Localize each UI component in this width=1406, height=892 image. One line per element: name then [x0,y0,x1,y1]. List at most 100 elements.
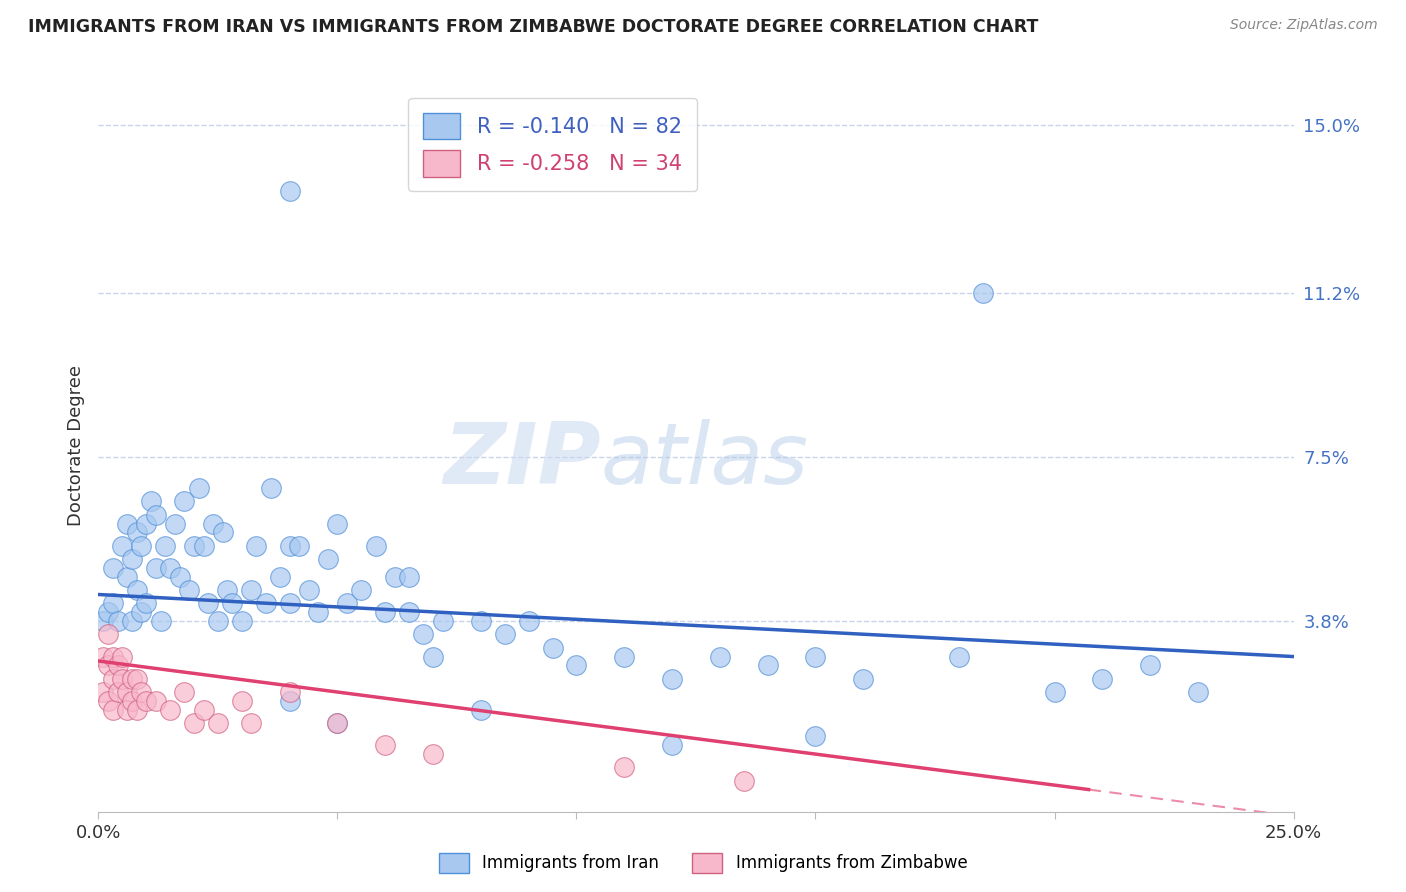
Point [107,658,129,673]
Point [422,649,444,664]
Point [115,516,138,531]
Point [517,614,540,628]
Point [661,672,683,686]
Point [149,614,172,628]
Point [278,596,301,610]
Point [173,494,195,508]
Point [350,583,373,598]
Point [269,570,291,584]
Point [231,694,253,708]
Point [709,649,731,664]
Point [804,730,827,744]
Point [613,649,636,664]
Point [326,716,349,731]
Point [231,614,253,628]
Point [278,184,301,198]
Point [298,583,321,598]
Point [121,614,143,628]
Point [202,516,225,531]
Point [183,539,205,553]
Point [288,539,311,553]
Point [278,539,301,553]
Point [107,614,129,628]
Point [307,605,329,619]
Point [412,627,434,641]
Point [115,685,138,699]
Point [278,685,301,699]
Point [972,286,994,301]
Point [145,561,167,575]
Point [163,516,186,531]
Point [254,596,277,610]
Point [494,627,516,641]
Point [97,627,120,641]
Point [125,703,148,717]
Point [193,703,215,717]
Point [145,694,167,708]
Text: Source: ZipAtlas.com: Source: ZipAtlas.com [1230,18,1378,32]
Point [121,552,143,566]
Point [135,516,157,531]
Point [613,760,636,774]
Point [139,494,162,508]
Point [135,694,157,708]
Point [278,694,301,708]
Point [121,672,143,686]
Point [207,716,229,731]
Point [432,614,454,628]
Legend: Immigrants from Iran, Immigrants from Zimbabwe: Immigrants from Iran, Immigrants from Zi… [432,847,974,880]
Point [221,596,243,610]
Point [179,583,201,598]
Point [91,614,114,628]
Point [852,672,875,686]
Point [422,747,444,761]
Point [131,605,153,619]
Point [756,658,779,673]
Point [169,570,191,584]
Point [240,716,263,731]
Point [259,481,281,495]
Point [115,703,138,717]
Point [316,552,339,566]
Point [804,649,827,664]
Point [111,672,134,686]
Point [111,649,134,664]
Point [326,716,349,731]
Point [1043,685,1066,699]
Point [733,773,755,788]
Point [125,672,148,686]
Point [470,614,492,628]
Point [131,685,153,699]
Point [159,703,181,717]
Point [1187,685,1209,699]
Point [155,539,177,553]
Point [91,685,114,699]
Point [197,596,219,610]
Point [115,570,138,584]
Point [364,539,387,553]
Point [398,605,420,619]
Point [183,716,205,731]
Point [207,614,229,628]
Point [101,672,124,686]
Point [470,703,492,717]
Point [173,685,195,699]
Point [131,539,153,553]
Y-axis label: Doctorate Degree: Doctorate Degree [66,366,84,526]
Point [240,583,263,598]
Point [217,583,239,598]
Point [97,605,120,619]
Point [336,596,359,610]
Point [97,694,120,708]
Point [565,658,588,673]
Point [91,649,114,664]
Point [107,685,129,699]
Point [398,570,420,584]
Point [541,640,564,655]
Point [1091,672,1114,686]
Point [145,508,167,522]
Point [121,694,143,708]
Point [193,539,215,553]
Point [374,738,396,752]
Point [384,570,406,584]
